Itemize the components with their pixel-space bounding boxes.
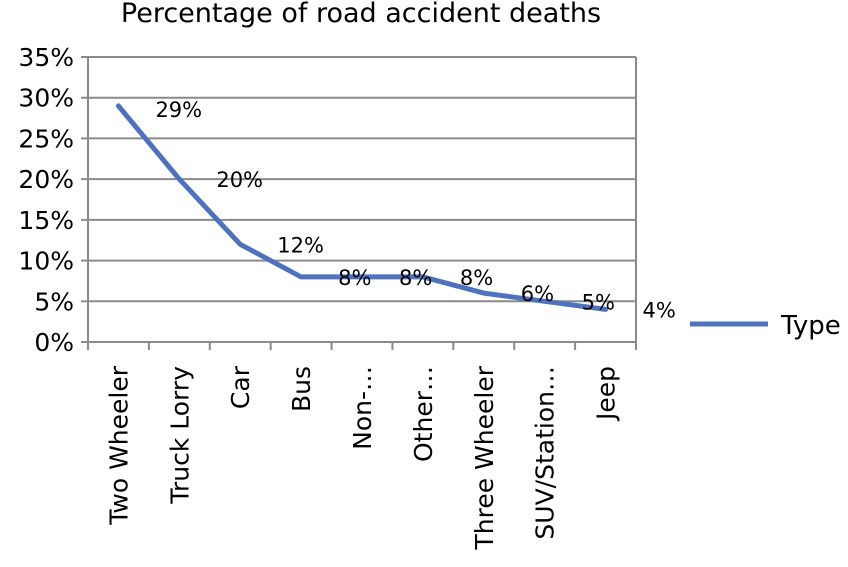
x-tick-label: SUV/Station… [531, 366, 560, 540]
y-tick-label: 5% [34, 287, 74, 316]
y-tick-label: 0% [34, 328, 74, 357]
y-tick-labels: 0% 5% 10% 15% 20% 25% 30% 35% [18, 43, 74, 357]
x-tick-label: Jeep [592, 366, 621, 422]
x-tick-label: Three Wheeler [470, 365, 499, 550]
series-lines [115, 103, 609, 312]
x-tick-label: Non-… [348, 366, 377, 450]
data-label: 8% [338, 266, 371, 290]
x-tick-label: Two Wheeler [104, 365, 133, 525]
x-tick-label: Car [226, 365, 255, 409]
x-tick-label: Other… [409, 366, 438, 462]
legend: Type [690, 311, 841, 341]
data-labels: 29% 20% 12% 8% 8% 8% 6% 5% 4% [155, 98, 675, 323]
data-label: 20% [216, 168, 263, 192]
y-tick-label: 15% [18, 206, 74, 235]
data-label: 5% [582, 290, 615, 314]
series-line [115, 103, 609, 312]
y-tick-label: 30% [18, 84, 74, 113]
data-label: 6% [521, 282, 554, 306]
x-tick-label: Bus [287, 366, 316, 412]
data-label: 8% [460, 266, 493, 290]
gridlines [88, 56, 636, 303]
data-label: 29% [155, 98, 202, 122]
y-tick-label: 10% [18, 247, 74, 276]
axes [81, 56, 637, 350]
y-tick-label: 20% [18, 165, 74, 194]
y-tick-label: 35% [18, 43, 74, 72]
data-label: 8% [399, 266, 432, 290]
data-label: 12% [277, 233, 324, 257]
x-tick-label: Truck Lorry [165, 366, 194, 505]
y-tick-label: 25% [18, 124, 74, 153]
legend-label: Type [780, 311, 841, 341]
data-label: 4% [643, 298, 676, 322]
x-tick-labels: Two Wheeler Truck Lorry Car Bus Non-… Other… T… [104, 365, 620, 550]
chart-title: Percentage of road accident deaths [121, 0, 601, 29]
